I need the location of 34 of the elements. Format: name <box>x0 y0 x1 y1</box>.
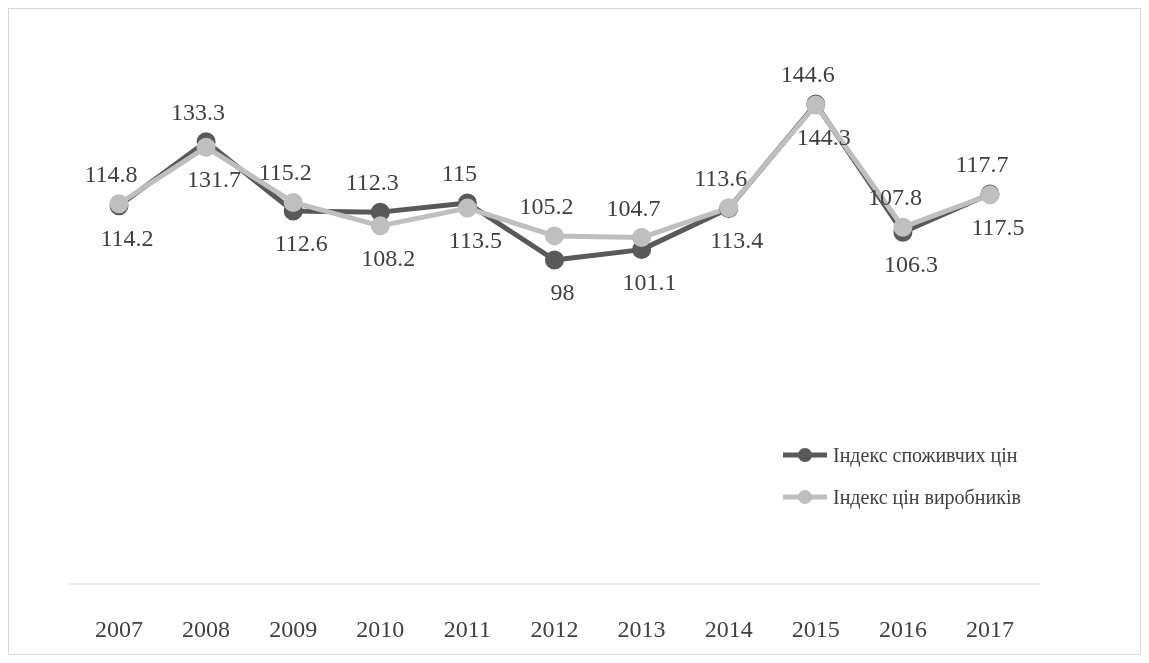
data-label: 131.7 <box>187 166 242 193</box>
data-label: 144.6 <box>780 61 835 87</box>
data-label: 106.3 <box>883 251 938 278</box>
x-tick-label: 2017 <box>966 616 1014 643</box>
data-label: 98 <box>550 279 575 305</box>
data-label: 115 <box>441 160 477 187</box>
data-label: 117.5 <box>971 213 1025 240</box>
x-tick-label: 2012 <box>530 616 579 643</box>
x-tick-label: 2016 <box>878 616 927 643</box>
data-label: 117.7 <box>955 151 1009 178</box>
x-tick-label: 2009 <box>269 616 318 643</box>
x-tick-label: 2014 <box>704 616 753 643</box>
x-tick-label: 2011 <box>443 616 491 643</box>
data-label: 115.2 <box>258 159 312 186</box>
data-label: 133.3 <box>171 98 226 125</box>
data-label: 113.4 <box>710 227 764 254</box>
x-tick-label: 2015 <box>791 616 840 643</box>
data-label: 114.8 <box>84 160 138 187</box>
data-label: 114.2 <box>100 224 154 251</box>
data-label: 113.5 <box>448 227 502 254</box>
data-label: 105.2 <box>519 192 574 219</box>
x-tick-label: 2008 <box>182 616 231 643</box>
legend-label: Індекс цін виробників <box>833 485 1021 511</box>
x-tick-label: 2007 <box>95 616 143 643</box>
data-label: 108.2 <box>361 244 416 271</box>
data-label: 101.1 <box>622 268 677 295</box>
x-tick-label: 2013 <box>617 616 666 643</box>
data-label: 104.7 <box>606 194 661 221</box>
data-label: 112.3 <box>345 169 399 196</box>
data-label: 112.6 <box>274 230 328 257</box>
legend-label: Індекс споживчих цін <box>833 443 1018 469</box>
x-tick-label: 2010 <box>356 616 405 643</box>
data-label: 144.3 <box>796 124 851 150</box>
data-label: 113.6 <box>694 164 748 191</box>
